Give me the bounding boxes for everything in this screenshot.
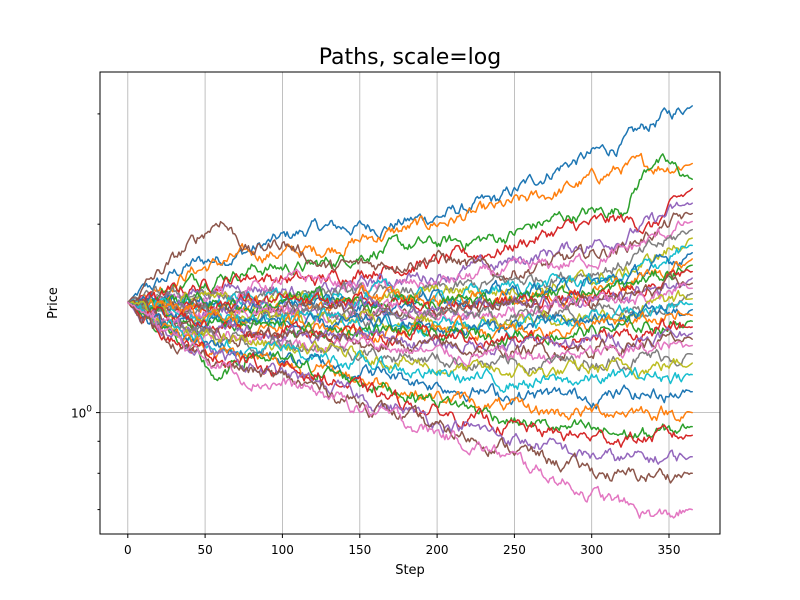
- series-line-37: [127, 301, 693, 519]
- series-line-7: [127, 220, 693, 309]
- x-tick-label: 250: [503, 543, 526, 557]
- series-line-6: [127, 211, 693, 304]
- series-line-25: [127, 301, 693, 356]
- x-tick-label: 350: [658, 543, 681, 557]
- series-line-22: [127, 299, 693, 344]
- x-tick-label: 100: [271, 543, 294, 557]
- x-tick-label: 0: [124, 543, 132, 557]
- series-line-18: [127, 292, 693, 328]
- x-tick-label: 200: [426, 543, 449, 557]
- x-tick-label: 50: [197, 543, 212, 557]
- x-tick-label: 150: [348, 543, 371, 557]
- plot-area-frame: [99, 71, 721, 535]
- series-line-2: [127, 152, 693, 305]
- series-line-5: [127, 201, 693, 310]
- x-tick-label: 300: [580, 543, 603, 557]
- y-tick-label: 100: [71, 405, 92, 421]
- x-axis-label: Step: [395, 563, 425, 578]
- series-lines: [127, 105, 693, 519]
- series-line-34: [127, 301, 693, 448]
- axis-ticks: 0 50 100 150 200 250 300 350 100: [71, 113, 681, 557]
- y-axis-label: Price: [46, 287, 61, 319]
- series-line-31: [127, 301, 693, 410]
- series-line-4: [127, 187, 693, 304]
- series-line-16: [127, 272, 693, 324]
- series-line-3: [127, 153, 693, 306]
- series-line-33: [127, 301, 693, 439]
- series-line-29: [127, 300, 693, 380]
- chart-title: Paths, scale=log: [319, 45, 501, 70]
